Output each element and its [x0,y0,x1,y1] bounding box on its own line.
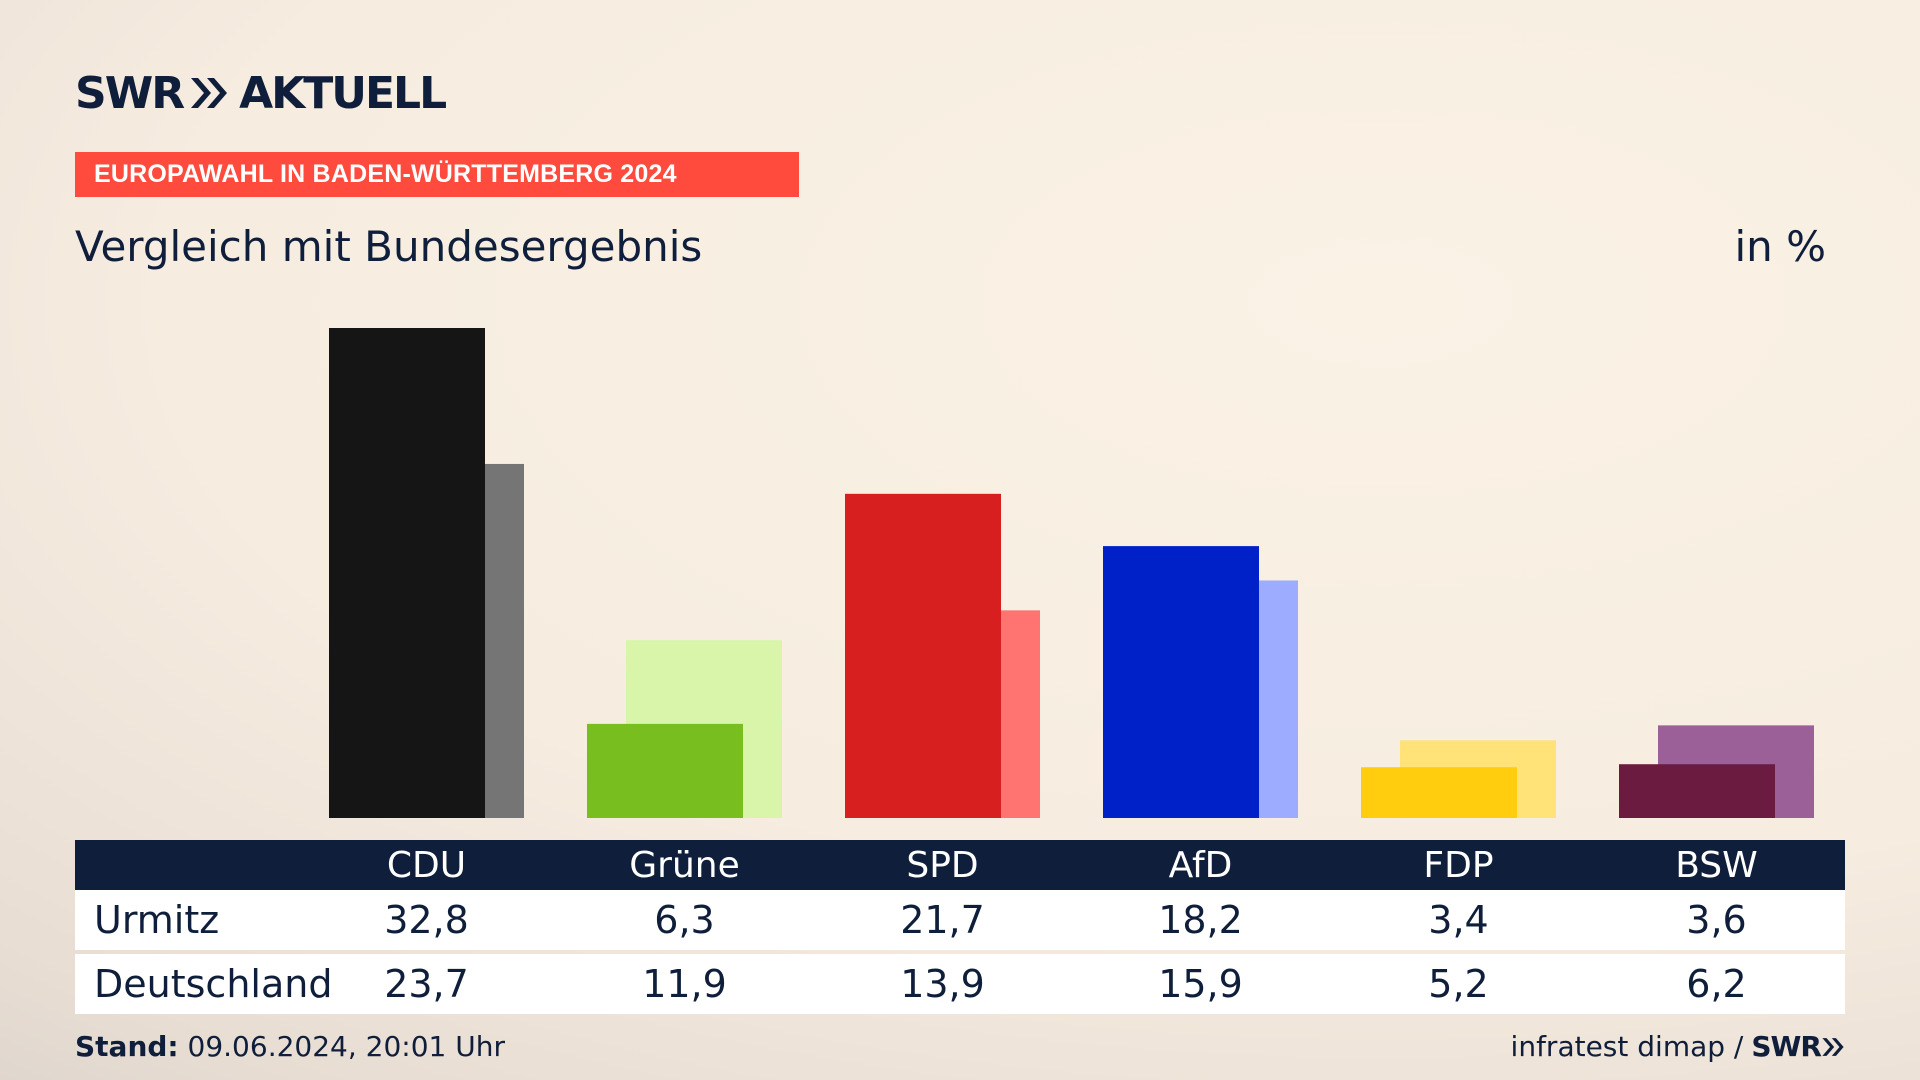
stand-value: 09.06.2024, 20:01 Uhr [187,1030,505,1063]
double-chevron-icon [189,76,229,110]
table-cell: 3,6 [1686,898,1747,942]
table-cell: 5,2 [1428,962,1489,1006]
column-header-afd: AfD [1168,844,1233,886]
table-cell: 18,2 [1158,898,1243,942]
column-header-bsw: BSW [1675,844,1758,886]
column-header-cdu: CDU [386,844,467,886]
table-cell: 6,2 [1686,962,1747,1006]
table-cell: 3,4 [1428,898,1489,942]
bar-urmitz-bsw [1619,764,1775,818]
table-cell: 32,8 [384,898,469,942]
table-cell: 13,9 [900,962,985,1006]
bar-urmitz-spd [845,493,1001,818]
chart-subtitle: Vergleich mit Bundesergebnis [75,222,703,271]
table-row: Urmitz 32,8 6,3 21,7 18,2 3,4 3,6 [75,890,1845,950]
double-chevron-icon [1822,1037,1844,1056]
source-credit: infratest dimap / SWR [1511,1030,1845,1063]
bar-urmitz-afd [1103,546,1259,818]
bar-urmitz-cdu [329,328,485,818]
stand-label: Stand: [75,1030,179,1063]
table-cell: 6,3 [654,898,715,942]
footer-logo-text: SWR [1751,1030,1822,1063]
table-cell: 21,7 [900,898,985,942]
column-header-spd: SPD [906,844,979,886]
source-text: infratest dimap / [1510,1030,1744,1063]
swr-footer-logo: SWR [1751,1030,1845,1063]
unit-label: in % [1734,222,1826,271]
column-header-grüne: Grüne [629,844,740,886]
results-table: CDU Grüne SPD AfD FDP BSW Urmitz 32,8 6,3 21,7 1… [75,840,1845,1014]
table-cell: 11,9 [642,962,727,1006]
row-label: Urmitz [94,898,220,942]
table-row: Deutschland 23,7 11,9 13,9 15,9 5,2 6,2 [75,954,1845,1014]
table-header-row: CDU Grüne SPD AfD FDP BSW [75,840,1845,890]
bar-urmitz-grüne [587,723,743,818]
table-cell: 15,9 [1158,962,1243,1006]
election-banner: EUROPAWAHL IN BADEN-WÜRTTEMBERG 2024 [75,152,799,197]
timestamp: Stand: 09.06.2024, 20:01 Uhr [75,1030,505,1063]
swr-aktuell-logo: SWR AKTUELL [75,67,447,119]
table-cell: 23,7 [384,962,469,1006]
row-label: Deutschland [94,962,333,1006]
column-header-fdp: FDP [1423,844,1494,886]
bar-urmitz-fdp [1361,767,1517,818]
logo-subtext: AKTUELL [239,67,447,119]
logo-text: SWR [75,67,185,119]
